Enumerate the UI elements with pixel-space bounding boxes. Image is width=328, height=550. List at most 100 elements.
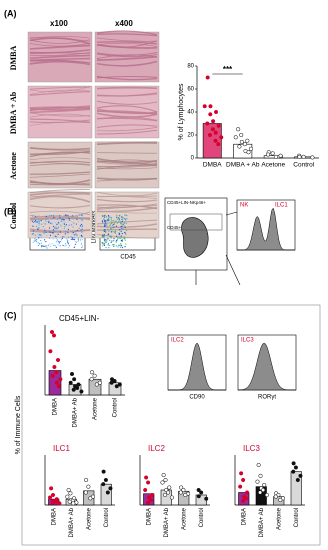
- row-label: DMBA + Ab: [9, 91, 18, 134]
- flow-event: [39, 236, 41, 238]
- row-label: Control: [9, 202, 18, 229]
- data-point: [178, 490, 183, 495]
- flow-event: [118, 234, 120, 236]
- flow-event: [124, 232, 126, 234]
- flow-event: [103, 235, 105, 237]
- flow-event: [121, 218, 123, 221]
- flow-event: [49, 243, 51, 245]
- flow-event: [33, 240, 35, 242]
- data-point: [67, 499, 72, 504]
- flow-event: [81, 226, 83, 228]
- x-tick-label: DMBA: [241, 508, 247, 525]
- flow-event: [102, 215, 104, 217]
- data-point: [219, 135, 224, 140]
- flow-event: [53, 244, 55, 246]
- flow-event: [107, 219, 109, 221]
- flow-event: [116, 214, 118, 216]
- data-point: [291, 469, 296, 474]
- flow-event: [46, 234, 48, 237]
- histogram-curve: [168, 342, 226, 391]
- data-point: [68, 380, 73, 385]
- flow-event: [110, 224, 112, 226]
- flow-event: [35, 239, 37, 241]
- flow-event: [113, 245, 115, 247]
- flow-event: [120, 230, 122, 232]
- flow-event: [125, 243, 127, 245]
- data-point: [161, 472, 166, 478]
- flow-event: [80, 217, 82, 220]
- flow-event: [81, 219, 84, 221]
- flow-event: [120, 223, 122, 225]
- x-tick-label: DMBA+ Ab: [259, 507, 265, 537]
- flow-event: [64, 233, 66, 235]
- flow-event: [46, 247, 48, 249]
- flow-event: [122, 216, 124, 218]
- flow-event: [67, 246, 69, 249]
- flow-event: [61, 237, 63, 239]
- y-axis-label: % of Lymphocytes: [178, 83, 185, 140]
- flow-event: [124, 227, 126, 229]
- flow-event: [120, 216, 123, 218]
- flow-event: [70, 238, 72, 240]
- flow-event: [60, 224, 62, 226]
- flow-event: [74, 243, 76, 245]
- data-point: [245, 138, 250, 143]
- flow-event: [79, 214, 81, 216]
- flow-event: [78, 227, 80, 229]
- flow-event: [116, 216, 118, 218]
- flow-event: [117, 236, 119, 238]
- flow-event: [123, 237, 125, 240]
- flow-event: [119, 246, 122, 248]
- histogram-curve: [236, 207, 295, 251]
- flow-event: [75, 223, 78, 225]
- flow-event: [120, 240, 122, 242]
- flow-event: [104, 230, 106, 232]
- flow-event: [110, 227, 112, 229]
- tissue-texture: [96, 37, 158, 42]
- flow-event: [41, 235, 43, 238]
- flow-event: [77, 220, 79, 223]
- flow-event: [104, 228, 106, 231]
- data-point: [117, 382, 122, 387]
- flow-event: [106, 239, 108, 241]
- data-point: [199, 490, 204, 495]
- flow-event: [48, 227, 51, 229]
- tissue-texture: [96, 141, 158, 146]
- flow-event: [40, 239, 42, 242]
- flow-event: [63, 222, 65, 224]
- flow-event: [113, 223, 116, 225]
- flow-event: [117, 244, 120, 246]
- flow-event: [37, 244, 39, 247]
- x-tick-label: Acetone: [276, 507, 282, 530]
- flow-event: [38, 219, 40, 221]
- data-point: [89, 370, 95, 375]
- flow-event: [64, 217, 66, 220]
- flow-event: [40, 242, 43, 244]
- flow-event: [117, 237, 119, 239]
- tissue-texture: [29, 86, 91, 93]
- flow-event: [77, 239, 79, 241]
- flow-event: [114, 220, 116, 222]
- data-point: [291, 461, 296, 466]
- flow-event: [46, 218, 48, 220]
- flow-event: [41, 246, 43, 248]
- data-point: [239, 471, 244, 476]
- data-point: [211, 119, 216, 124]
- flow-event: [35, 240, 37, 243]
- tissue-texture: [29, 42, 91, 47]
- flow-event: [120, 244, 123, 246]
- data-point: [241, 477, 246, 483]
- flow-event: [43, 239, 46, 241]
- flow-event: [117, 246, 119, 248]
- flow-event: [49, 245, 51, 248]
- data-point: [262, 482, 267, 488]
- flow-event: [51, 232, 54, 234]
- data-point: [273, 154, 279, 159]
- data-point: [50, 492, 56, 498]
- flow-event: [55, 228, 57, 231]
- flow-event: [52, 218, 54, 220]
- flow-event: [74, 245, 76, 248]
- flow-event: [124, 239, 126, 241]
- data-point: [54, 380, 59, 385]
- flow-event: [35, 218, 37, 220]
